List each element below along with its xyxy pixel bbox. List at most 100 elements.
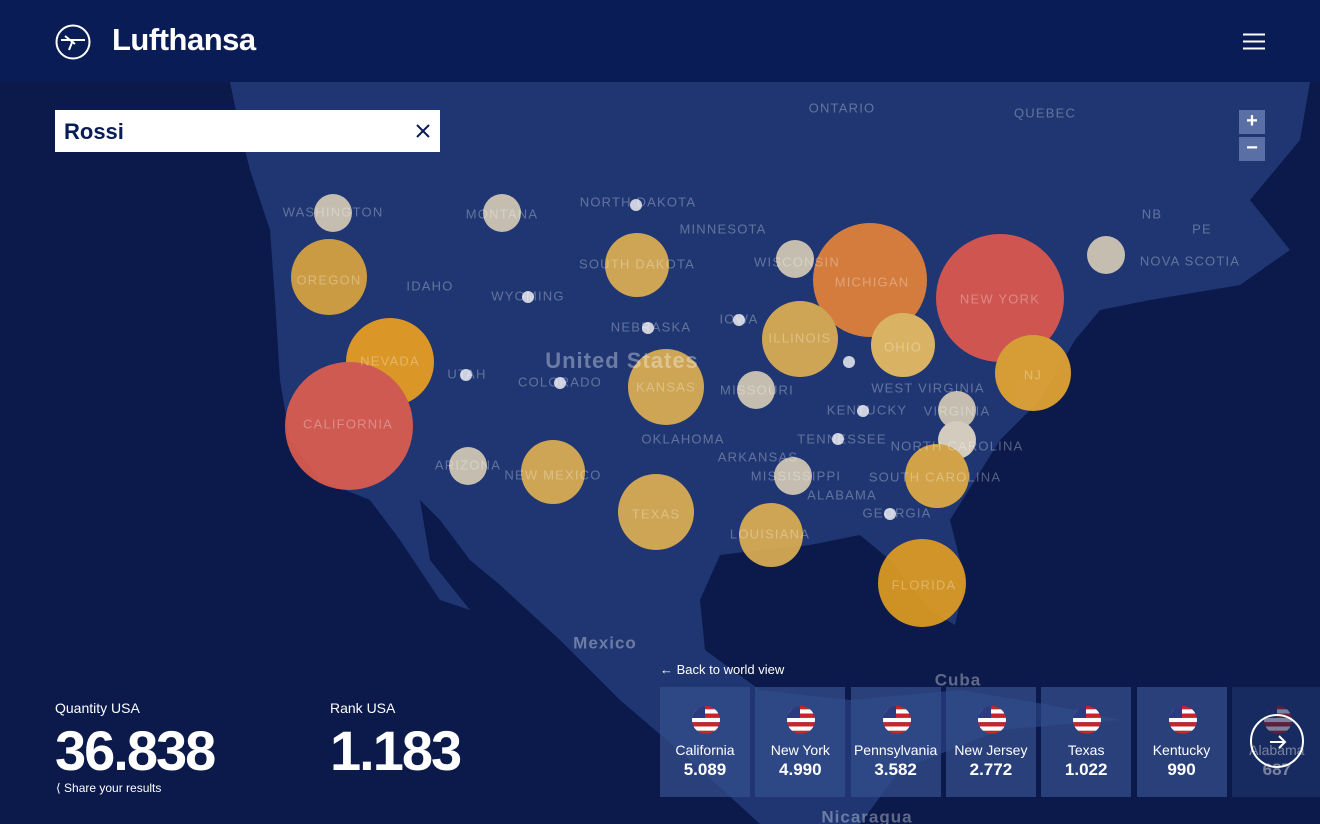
flag-stripe xyxy=(692,730,720,734)
flag-canton xyxy=(1073,706,1087,718)
flag-stripe xyxy=(882,730,911,734)
map-label: IOWA xyxy=(720,311,759,326)
flag-stripe xyxy=(787,730,816,734)
flag-stripe xyxy=(787,722,816,727)
quantity-value: 36.838 xyxy=(55,719,216,782)
map-bubble xyxy=(522,291,534,303)
flag-body xyxy=(977,706,1006,734)
flag-stripe xyxy=(1168,713,1197,718)
flag-stripe xyxy=(882,726,911,731)
state-value: 4.990 xyxy=(779,760,822,779)
flag xyxy=(1168,706,1197,734)
map-bubble xyxy=(285,362,413,490)
state-card[interactable]: New York 4.990 xyxy=(755,687,846,797)
back-link[interactable]: ← Back to world view xyxy=(660,662,785,677)
map-label: MINNESOTA xyxy=(679,221,766,236)
map-label: ALABAMA xyxy=(807,487,877,502)
search-box[interactable]: Rossi xyxy=(55,110,440,152)
state-name: New Jersey xyxy=(954,742,1028,758)
map-label: GEORGIA xyxy=(862,505,931,520)
map-label: TEXAS xyxy=(632,506,681,521)
map-bubble xyxy=(554,377,566,389)
map-bubble xyxy=(1087,236,1125,274)
flag-stripe xyxy=(977,717,1006,723)
map-label: WYOMING xyxy=(491,288,564,303)
state-value: 3.582 xyxy=(874,760,917,779)
map-label: Cuba xyxy=(935,670,982,689)
share-text[interactable]: Share your results xyxy=(64,781,162,795)
state-card[interactable]: New Jersey 2.772 xyxy=(945,687,1036,797)
state-name: Pennsylvania xyxy=(853,742,938,758)
zoom-out[interactable]: − xyxy=(1239,137,1265,161)
back-link-text[interactable]: Back to world view xyxy=(676,662,785,677)
header: Lufthansa xyxy=(0,0,1320,82)
flag-body xyxy=(787,706,816,734)
map-bubble xyxy=(813,223,927,337)
map-label: Mexico xyxy=(573,633,637,652)
state-card[interactable]: Kentucky 990 xyxy=(1136,687,1227,797)
map-label: NJ xyxy=(1024,367,1042,382)
map-bubble xyxy=(460,369,472,381)
flag-stripe xyxy=(977,726,1006,731)
flag-stripe xyxy=(882,706,911,710)
flag-stripe xyxy=(692,717,720,723)
flag-stripe xyxy=(787,706,816,710)
map-label: NEBRASKA xyxy=(611,319,691,334)
flag-stripe xyxy=(692,713,720,718)
state-card[interactable]: California 5.089 xyxy=(660,687,750,797)
state-card[interactable]: Texas 1.022 xyxy=(1041,687,1132,797)
map-label: ONTARIO xyxy=(809,100,876,115)
flag-canton xyxy=(977,706,991,718)
state-value: 5.089 xyxy=(683,760,727,779)
flag-stripe xyxy=(977,706,1006,710)
map-label: NEW MEXICO xyxy=(504,467,601,482)
flag-canton xyxy=(787,706,801,718)
next-button[interactable] xyxy=(1250,714,1304,768)
brand: Lufthansa xyxy=(112,22,256,57)
map-label: NEW YORK xyxy=(960,291,1040,306)
map-label: OREGON xyxy=(297,272,362,287)
menu-button[interactable] xyxy=(1243,33,1265,50)
clear-button[interactable] xyxy=(416,124,430,138)
map-bubble xyxy=(642,322,654,334)
flag-canton xyxy=(1168,706,1182,718)
map-bubble xyxy=(936,234,1064,362)
flag-stripe xyxy=(787,726,816,731)
flag-stripe xyxy=(1168,726,1197,731)
flag-stripe xyxy=(1073,730,1102,734)
search-query[interactable]: Rossi xyxy=(64,119,124,144)
next-arrow[interactable] xyxy=(1252,716,1302,766)
flag-stripe xyxy=(1073,706,1102,710)
map-bubble xyxy=(857,405,869,417)
map-label: NB xyxy=(1142,206,1162,221)
map-bubble xyxy=(774,457,812,495)
state-value: 2.772 xyxy=(969,760,1013,779)
map-bubble xyxy=(884,508,896,520)
map-label: SOUTH DAKOTA xyxy=(579,256,695,271)
map-label: QUEBEC xyxy=(1014,105,1076,120)
map-bubble xyxy=(938,391,976,429)
flag-stripe xyxy=(787,713,816,718)
rank-value: 1.183 xyxy=(330,719,462,782)
flag xyxy=(882,706,911,734)
state-value: 990 xyxy=(1167,760,1196,779)
map-label: COLORADO xyxy=(518,374,602,389)
map-bubble xyxy=(832,433,844,445)
flag-stripe xyxy=(1073,713,1102,718)
flag-canton xyxy=(692,706,705,718)
flag-stripe xyxy=(977,730,1006,734)
share-link[interactable]: ⟨ Share your results xyxy=(56,781,162,795)
state-card[interactable]: Pennsylvania 3.582 xyxy=(850,687,941,797)
zoom-in[interactable]: + xyxy=(1239,110,1265,134)
map-label: FLORIDA xyxy=(892,577,957,592)
map-label: MICHIGAN xyxy=(835,274,910,289)
flag-stripe xyxy=(1073,726,1102,731)
flag-stripe xyxy=(977,713,1006,718)
map-label: UTAH xyxy=(447,366,486,381)
map-label: KANSAS xyxy=(636,379,696,394)
flag-body xyxy=(692,706,720,734)
map-label: LOUISIANA xyxy=(730,526,810,541)
flag-stripe xyxy=(1073,722,1102,727)
flag-stripe xyxy=(1263,709,1292,714)
map-label: ARIZONA xyxy=(435,457,501,472)
